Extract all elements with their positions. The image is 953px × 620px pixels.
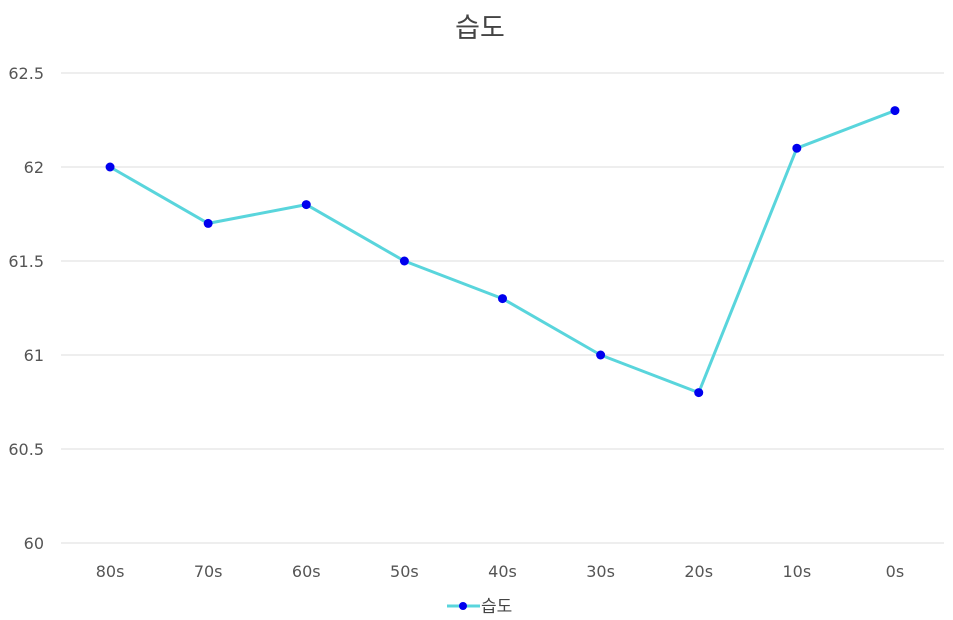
x-tick-label: 70s [194,562,223,581]
data-point-20s[interactable] [694,388,704,398]
data-point-60s[interactable] [301,200,311,210]
data-point-10s[interactable] [792,143,802,153]
legend[interactable]: 습도 [447,597,512,617]
x-tick-label: 0s [886,562,905,581]
series-line [109,109,896,395]
data-point-80s[interactable] [105,162,115,172]
y-tick-label: 60.5 [8,440,44,459]
y-tick-label: 61.5 [8,252,44,271]
y-tick-label: 62 [24,158,44,177]
x-axis: 80s 70s 60s 50s 40s 30s 20s 10s 0s [96,562,904,581]
grid [61,72,944,544]
data-point-50s[interactable] [399,256,409,266]
legend-label: 습도 [481,597,512,617]
data-point-30s[interactable] [596,350,606,360]
data-point-0s[interactable] [890,106,900,116]
data-point-40s[interactable] [498,294,507,304]
y-axis: 60 60.5 61 61.5 62 62.5 [8,64,44,553]
x-tick-label: 30s [586,562,615,581]
y-tick-label: 60 [24,534,44,553]
x-tick-label: 10s [782,562,811,581]
x-tick-label: 40s [488,562,517,581]
legend-marker-swatch [459,602,467,610]
x-tick-label: 60s [292,562,321,581]
x-tick-label: 50s [390,562,419,581]
chart-title: 습도 [455,13,505,44]
x-tick-label: 20s [684,562,713,581]
series [105,106,900,398]
y-tick-label: 61 [24,346,44,365]
data-point-70s[interactable] [203,218,213,228]
y-tick-label: 62.5 [8,64,44,83]
x-tick-label: 80s [96,562,125,581]
